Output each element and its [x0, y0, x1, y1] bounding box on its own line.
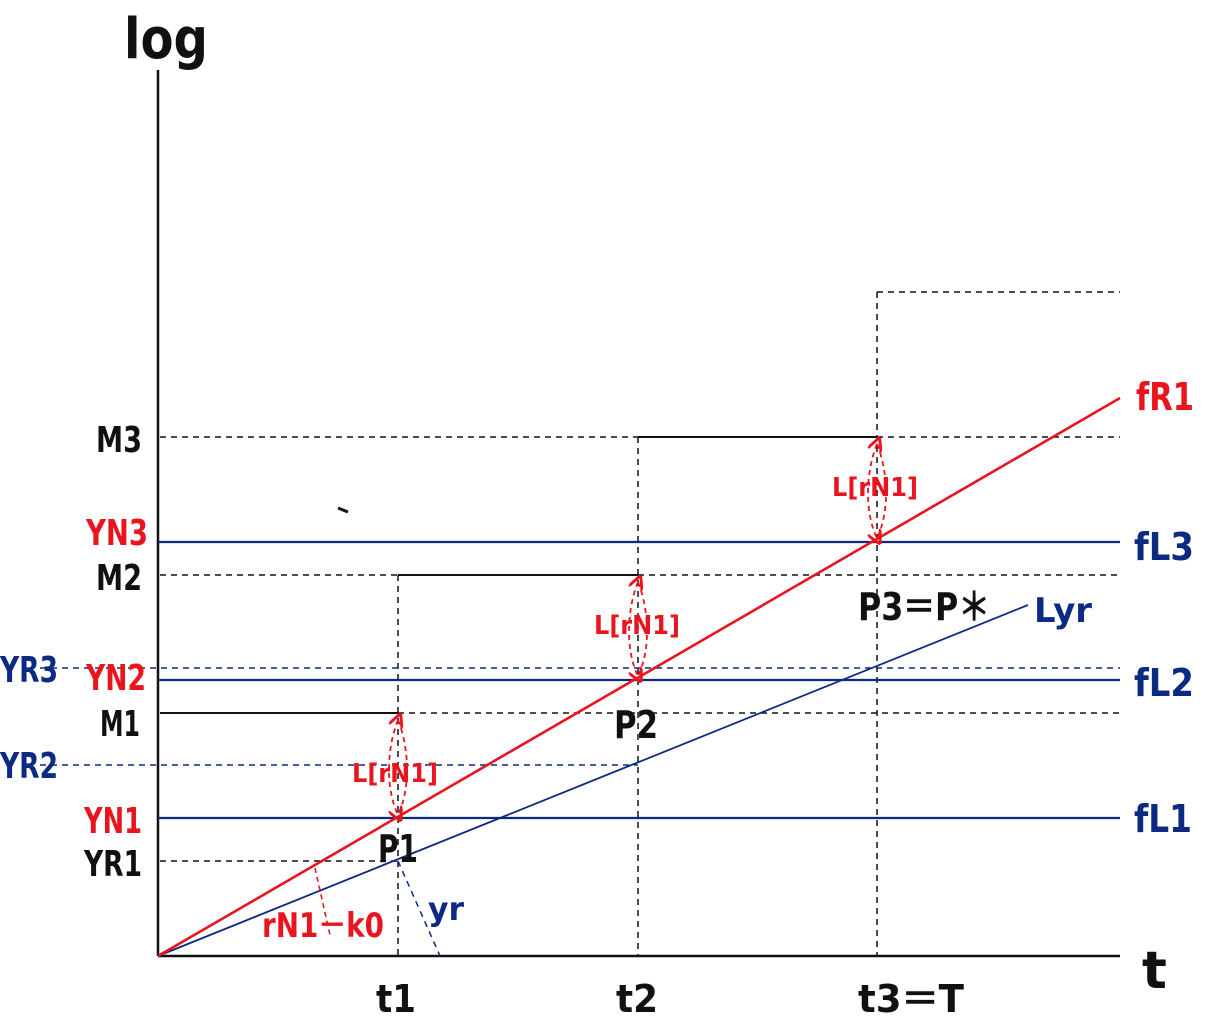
- label-yr1: YR1: [83, 844, 142, 885]
- label-yr2: YR2: [0, 746, 58, 787]
- label-fl3: fL3: [1134, 525, 1194, 569]
- label-yr3: YR3: [0, 650, 58, 691]
- gap-label-1: L[rN1]: [352, 759, 438, 789]
- label-yn1: YN1: [83, 801, 142, 842]
- tick-t3: t3＝T: [858, 977, 964, 1021]
- gap-arrow-3b: [876, 443, 887, 539]
- label-p3: P3＝P＊: [858, 585, 990, 629]
- label-fr1: fR1: [1136, 375, 1194, 419]
- gap-arrow-1b: [397, 719, 408, 816]
- gap-arrow-1: [388, 720, 398, 815]
- label-fl1: fL1: [1134, 797, 1192, 841]
- y-axis-label: log: [124, 7, 208, 72]
- label-yn3: YN3: [85, 513, 148, 554]
- gap-arrow-2: [628, 582, 638, 676]
- gap-arrow-2b: [637, 581, 648, 677]
- gap-label-2: L[rN1]: [594, 611, 680, 641]
- label-slope: rN1－k0: [262, 906, 384, 946]
- label-m1: M1: [100, 704, 140, 745]
- fr1-line: [157, 396, 1121, 958]
- label-yn2: YN2: [85, 658, 146, 699]
- gap-label-3: L[rN1]: [832, 473, 918, 503]
- x-axis-label: t: [1142, 941, 1167, 1001]
- label-p1: P1: [378, 827, 418, 871]
- tick-t2: t2: [616, 977, 658, 1021]
- gap-arrow-3: [867, 444, 877, 538]
- label-p2: P2: [614, 703, 658, 747]
- label-m2: M2: [96, 558, 142, 599]
- label-lyr: Lyr: [1034, 591, 1092, 631]
- tick-t1: t1: [376, 977, 416, 1021]
- label-yr: yr: [428, 890, 464, 928]
- label-m3: M3: [96, 420, 142, 461]
- stray-mark: [337, 506, 349, 514]
- label-fl2: fL2: [1134, 661, 1194, 705]
- lyr-line: [157, 604, 1029, 957]
- slope-marker: [314, 867, 331, 936]
